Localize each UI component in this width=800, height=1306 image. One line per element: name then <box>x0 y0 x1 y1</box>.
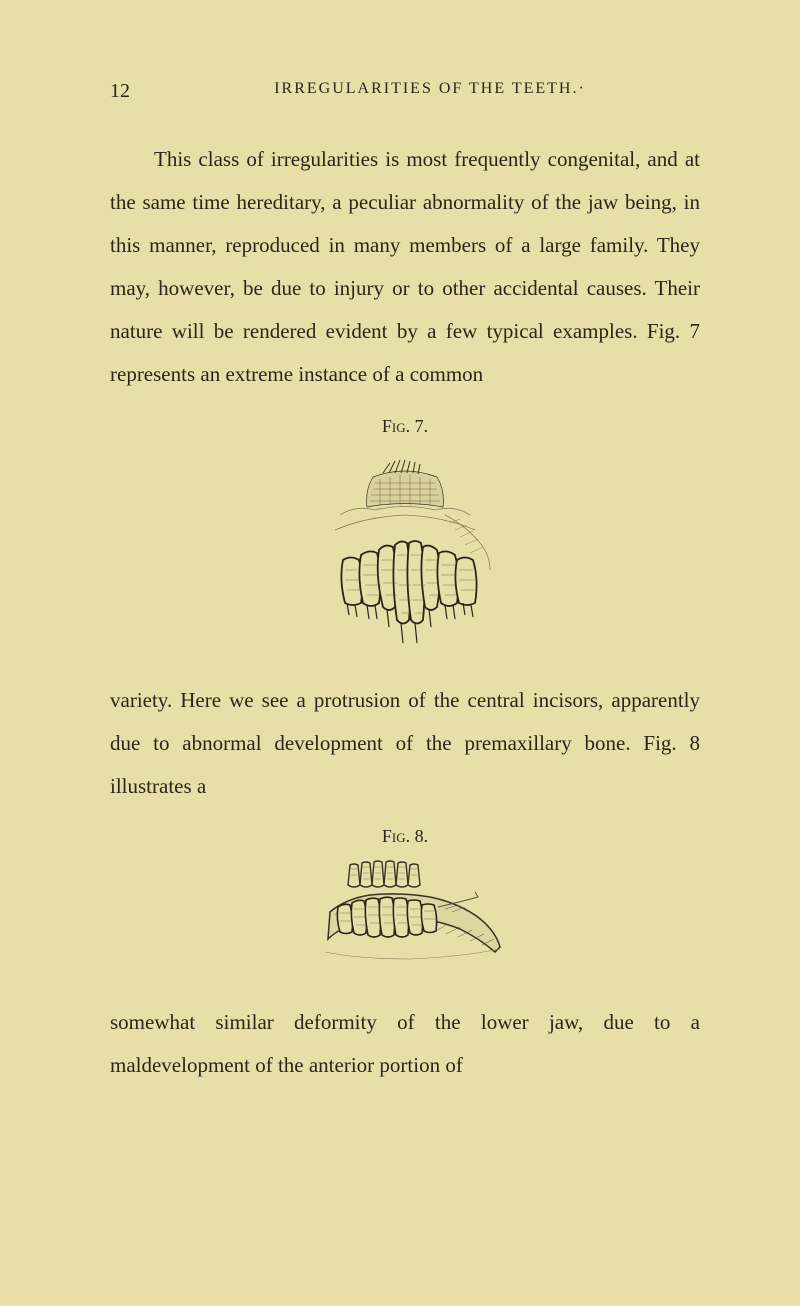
page-number: 12 <box>110 80 130 103</box>
paragraph-1: This class of irregularities is most fre… <box>110 138 700 396</box>
running-header: IRREGULARITIES OF THE TEETH.· <box>110 80 700 98</box>
fig7-illustration <box>110 455 700 655</box>
paragraph-2: variety. Here we see a protrusion of the… <box>110 679 700 808</box>
fig8-caption: Fig. 8. <box>110 826 700 847</box>
fig8-caption-text: Fig. 8. <box>382 826 428 846</box>
page-container: 12 IRREGULARITIES OF THE TEETH.· This cl… <box>0 0 800 1306</box>
teeth-lower-jaw-icon <box>300 857 510 977</box>
teeth-upper-jaw-icon <box>295 455 515 655</box>
fig7-caption: Fig. 7. <box>110 416 700 437</box>
paragraph-3: somewhat similar deformity of the lower … <box>110 1001 700 1087</box>
fig7-caption-text: Fig. 7. <box>382 416 428 436</box>
fig8-illustration <box>110 857 700 977</box>
